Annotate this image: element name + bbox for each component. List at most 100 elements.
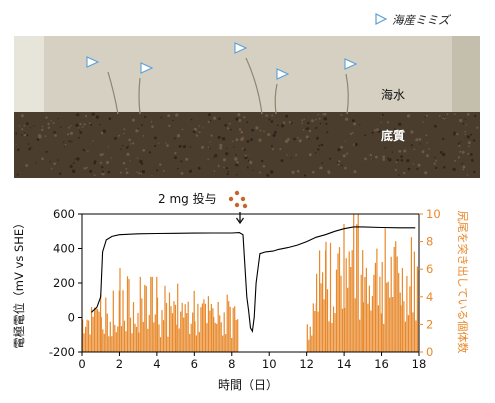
sediment-grain xyxy=(248,160,251,163)
sediment-grain xyxy=(476,126,479,129)
sediment-grain xyxy=(369,153,372,157)
sediment-grain xyxy=(337,163,340,166)
sediment-grain xyxy=(303,118,305,121)
sediment-grain xyxy=(15,143,17,145)
x-tick-label: 16 xyxy=(374,357,389,371)
bar xyxy=(180,311,182,352)
sediment-grain xyxy=(315,136,319,140)
bar xyxy=(141,298,143,352)
bar xyxy=(309,326,311,352)
bar xyxy=(194,321,196,352)
sediment-grain xyxy=(178,144,182,148)
bar xyxy=(119,268,121,352)
sediment-grain xyxy=(101,165,104,169)
worm-tail xyxy=(245,57,263,115)
sediment-grain xyxy=(304,174,307,177)
bar xyxy=(320,283,322,352)
sediment-grain xyxy=(416,167,419,170)
bar xyxy=(370,310,372,352)
sediment-grain xyxy=(395,161,398,164)
bar xyxy=(122,290,124,352)
bar xyxy=(135,326,138,352)
y-left-tick-label: 200 xyxy=(53,276,75,290)
sediment-grain xyxy=(57,118,59,120)
sediment-grain xyxy=(67,133,70,136)
sediment-grain xyxy=(470,133,473,136)
bar xyxy=(222,335,224,352)
sediment-grain xyxy=(341,164,343,167)
sediment-grain xyxy=(317,113,320,116)
sediment-grain xyxy=(469,153,473,156)
sediment-grain xyxy=(50,120,52,122)
sediment-grain xyxy=(63,146,65,148)
sediment-grain xyxy=(72,169,76,173)
sediment-grain xyxy=(174,156,177,160)
bar xyxy=(97,309,99,352)
sediment-grain xyxy=(364,134,367,137)
sediment-grain xyxy=(274,130,277,134)
sediment-grain xyxy=(323,112,327,116)
sediment-grain xyxy=(26,134,29,137)
sediment-grain xyxy=(259,129,262,132)
bar xyxy=(156,276,158,352)
sediment-grain xyxy=(28,147,31,151)
sediment-grain xyxy=(93,115,95,117)
bar xyxy=(390,256,392,352)
sediment-grain xyxy=(364,157,367,161)
potential-line xyxy=(91,226,416,334)
sediment-grain xyxy=(227,127,230,130)
sediment-grain xyxy=(307,121,310,125)
bar xyxy=(184,304,186,352)
sediment-grain xyxy=(140,162,144,166)
bar xyxy=(393,247,395,352)
sediment-grain xyxy=(129,160,131,162)
sediment-grain xyxy=(128,138,131,142)
sediment-grain xyxy=(464,118,466,120)
bar xyxy=(145,286,147,352)
sediment-grain xyxy=(315,118,317,121)
sediment-grain xyxy=(192,130,196,134)
sediment-grain xyxy=(452,167,456,171)
sediment-grain xyxy=(33,125,35,127)
sediment-grain xyxy=(398,149,402,153)
sediment-grain xyxy=(35,162,37,164)
sediment-grain xyxy=(81,126,84,128)
sediment-grain xyxy=(326,131,329,134)
bar xyxy=(132,302,135,352)
sediment-grain xyxy=(219,146,223,150)
y-axis-right-label: 尻尾を突き出している個体数 xyxy=(456,211,470,354)
sediment-grain xyxy=(225,167,228,170)
bar xyxy=(178,328,180,352)
x-tick-label: 4 xyxy=(153,357,160,371)
sediment-grain xyxy=(272,133,276,137)
y-axis-right-ticks: 0 2 4 6 8 10 xyxy=(419,207,441,359)
worm-marker-icon xyxy=(234,42,248,54)
sediment-grain xyxy=(207,120,211,123)
sediment-grain xyxy=(398,122,402,127)
sediment-grain xyxy=(77,136,80,139)
sediment-grain xyxy=(435,159,437,162)
bar xyxy=(364,277,366,352)
photo-panel: 海産ミミズ 海水 底質 xyxy=(14,13,480,178)
bar xyxy=(203,299,205,352)
x-tick-label: 18 xyxy=(412,357,427,371)
bar xyxy=(125,331,127,352)
sediment-grain xyxy=(148,151,151,154)
bar xyxy=(406,276,408,352)
bar xyxy=(89,334,91,352)
sediment-grain xyxy=(349,132,352,135)
legend-marker-icon xyxy=(375,13,388,25)
bar xyxy=(92,316,94,352)
sediment-grain xyxy=(84,115,88,118)
sediment-grain xyxy=(258,138,262,142)
sediment-grain xyxy=(352,119,355,123)
bar xyxy=(223,312,225,352)
sediment-grain xyxy=(93,160,97,164)
sediment-grain xyxy=(319,167,321,169)
sediment-grain xyxy=(352,132,354,134)
bar xyxy=(174,304,177,352)
sediment-grain xyxy=(234,157,238,161)
bar xyxy=(347,287,349,352)
sediment-grain xyxy=(375,155,378,159)
sediment-grain xyxy=(318,144,321,147)
